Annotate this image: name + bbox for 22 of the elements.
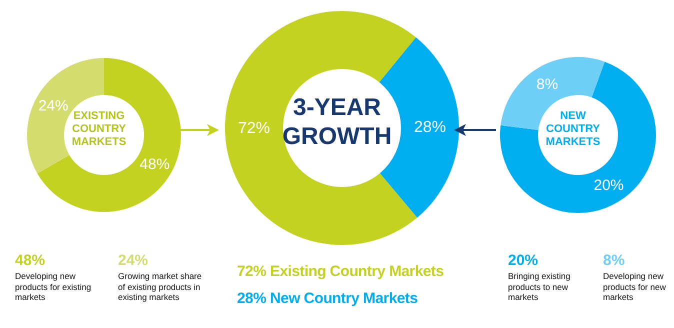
donut-slice [500, 57, 605, 130]
text: Bringing existing products to new markets [508, 271, 572, 303]
text: 24% [118, 252, 150, 270]
text: NEW COUNTRY MARKETS [546, 110, 600, 150]
text: 8% [603, 252, 626, 270]
data-label: 20% [594, 176, 624, 194]
data-label: 28% [414, 118, 446, 136]
data-label: 72% [238, 120, 270, 138]
text: Growing market share of existing products in existing markets [118, 271, 203, 303]
text: 20% [508, 252, 540, 270]
text: 72% Existing Country Markets [237, 263, 444, 280]
data-label: 24% [38, 97, 68, 114]
donut-slice [37, 58, 181, 212]
text: 3-YEAR GROWTH [282, 94, 392, 152]
text: 28% New Country Markets [237, 290, 418, 307]
text: Developing new products for existing markets [15, 271, 92, 303]
donut-slice [500, 62, 656, 213]
text: 48% [15, 252, 46, 270]
data-label: 8% [536, 76, 558, 94]
text: EXISTING COUNTRY MARKETS [72, 110, 126, 150]
data-label: 48% [140, 156, 170, 173]
text: Developing new products for new markets [603, 271, 667, 303]
